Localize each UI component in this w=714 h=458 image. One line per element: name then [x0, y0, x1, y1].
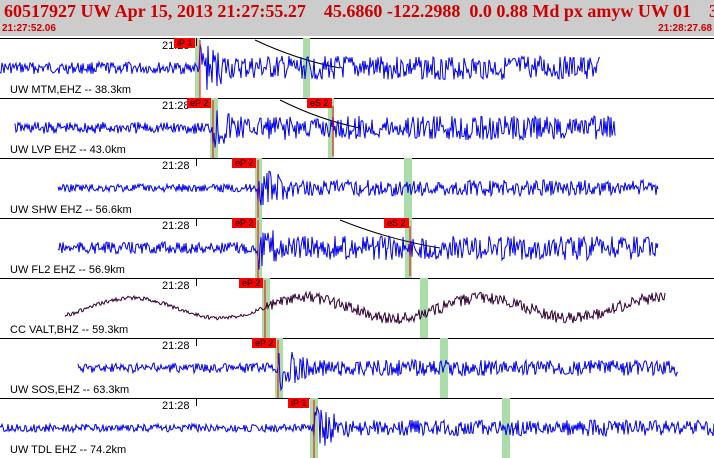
time-mark-label: 21:28: [162, 100, 190, 112]
time-mark-label: 21:28: [162, 220, 190, 232]
waveform-trace: [57, 170, 659, 206]
panel-divider: [0, 158, 714, 159]
trace-panel[interactable]: 21:28 eP 2 UW SHW EHZ -- 56.6km: [0, 158, 714, 218]
p-pick-label[interactable]: iP 1: [174, 38, 196, 48]
station-label: UW MTM,EHZ -- 38.3km: [10, 84, 131, 96]
waveform-plot: [14, 98, 616, 158]
waveform-trace: [0, 405, 714, 446]
waveform-plot: [64, 278, 666, 338]
panel-divider: [0, 98, 714, 99]
waveform-trace: [77, 352, 679, 392]
p-pick-label[interactable]: eP 2: [232, 218, 257, 228]
s-window-band: [502, 398, 510, 458]
p-window-band: [275, 338, 283, 398]
minute-tick: [196, 338, 197, 346]
p-window-band: [210, 98, 218, 158]
s-pick-label[interactable]: eS 2: [307, 98, 332, 108]
trace-panel[interactable]: 21:28 eP 2 UW SOS,EHZ -- 63.3km: [0, 338, 714, 398]
start-time: 21:27:52.06: [2, 23, 56, 34]
waveform-plot: [0, 38, 601, 98]
trace-panel[interactable]: 21:28 eP 2 CC VALT,BHZ -- 59.3km: [0, 278, 714, 338]
waveform-plot: [77, 338, 679, 398]
time-mark-label: 21:28: [162, 280, 190, 292]
time-mark-label: 21:28: [162, 160, 190, 172]
minute-tick: [196, 158, 197, 166]
travel-time-curve: [279, 99, 361, 129]
station-label: UW FL2 EHZ -- 56.9km: [10, 264, 125, 276]
waveform-trace: [64, 290, 666, 325]
p-pick-label[interactable]: eP 2: [252, 338, 277, 348]
time-mark-label: 21:28: [162, 340, 190, 352]
panel-divider: [0, 398, 714, 399]
panel-divider: [0, 38, 714, 39]
p-pick-label[interactable]: iP 1: [288, 398, 310, 408]
trace-panel[interactable]: 21:28 iP 1 UW TDL EHZ -- 74.2km: [0, 398, 714, 458]
time-mark-label: 21:28: [162, 400, 190, 412]
minute-tick: [196, 278, 197, 286]
event-header: 60517927 UW Apr 15, 2013 21:27:55.27 45.…: [0, 0, 714, 36]
s-window-band: [328, 98, 334, 158]
travel-time-curve: [339, 219, 441, 249]
minute-tick: [196, 218, 197, 226]
panel-divider: [0, 338, 714, 339]
station-label: UW SOS,EHZ -- 63.3km: [10, 384, 130, 396]
waveform-plot: [0, 398, 714, 458]
p-pick-label[interactable]: eP 2: [187, 98, 212, 108]
waveform-trace: [14, 110, 616, 148]
trace-panel[interactable]: 21:28 eP 2 eS 2 UW FL2 EHZ -- 56.9km: [0, 218, 714, 278]
panel-divider: [0, 218, 714, 219]
s-window-band: [420, 278, 428, 338]
p-pick-label[interactable]: eP 2: [239, 278, 264, 288]
station-label: UW LVP EHZ -- 43.0km: [10, 144, 126, 156]
panel-divider: [0, 278, 714, 279]
waveform-trace: [0, 43, 601, 90]
station-label: UW TDL EHZ -- 74.2km: [10, 444, 127, 456]
minute-tick: [196, 398, 197, 406]
waveform-plot: [57, 218, 659, 278]
waveform-plot: [57, 158, 659, 218]
minute-tick: [196, 38, 197, 46]
event-title: 60517927 UW Apr 15, 2013 21:27:55.27 45.…: [4, 1, 714, 21]
s-pick-label[interactable]: eS 2: [384, 218, 409, 228]
station-label: CC VALT,BHZ -- 59.3km: [10, 324, 129, 336]
p-pick-label[interactable]: eP 2: [232, 158, 257, 168]
waveform-trace: [57, 230, 659, 270]
station-label: UW SHW EHZ -- 56.6km: [10, 204, 132, 216]
end-time: 21:28:27.68: [658, 23, 712, 34]
trace-panel[interactable]: 21:28 eP 2 eS 2 UW LVP EHZ -- 43.0km: [0, 98, 714, 158]
